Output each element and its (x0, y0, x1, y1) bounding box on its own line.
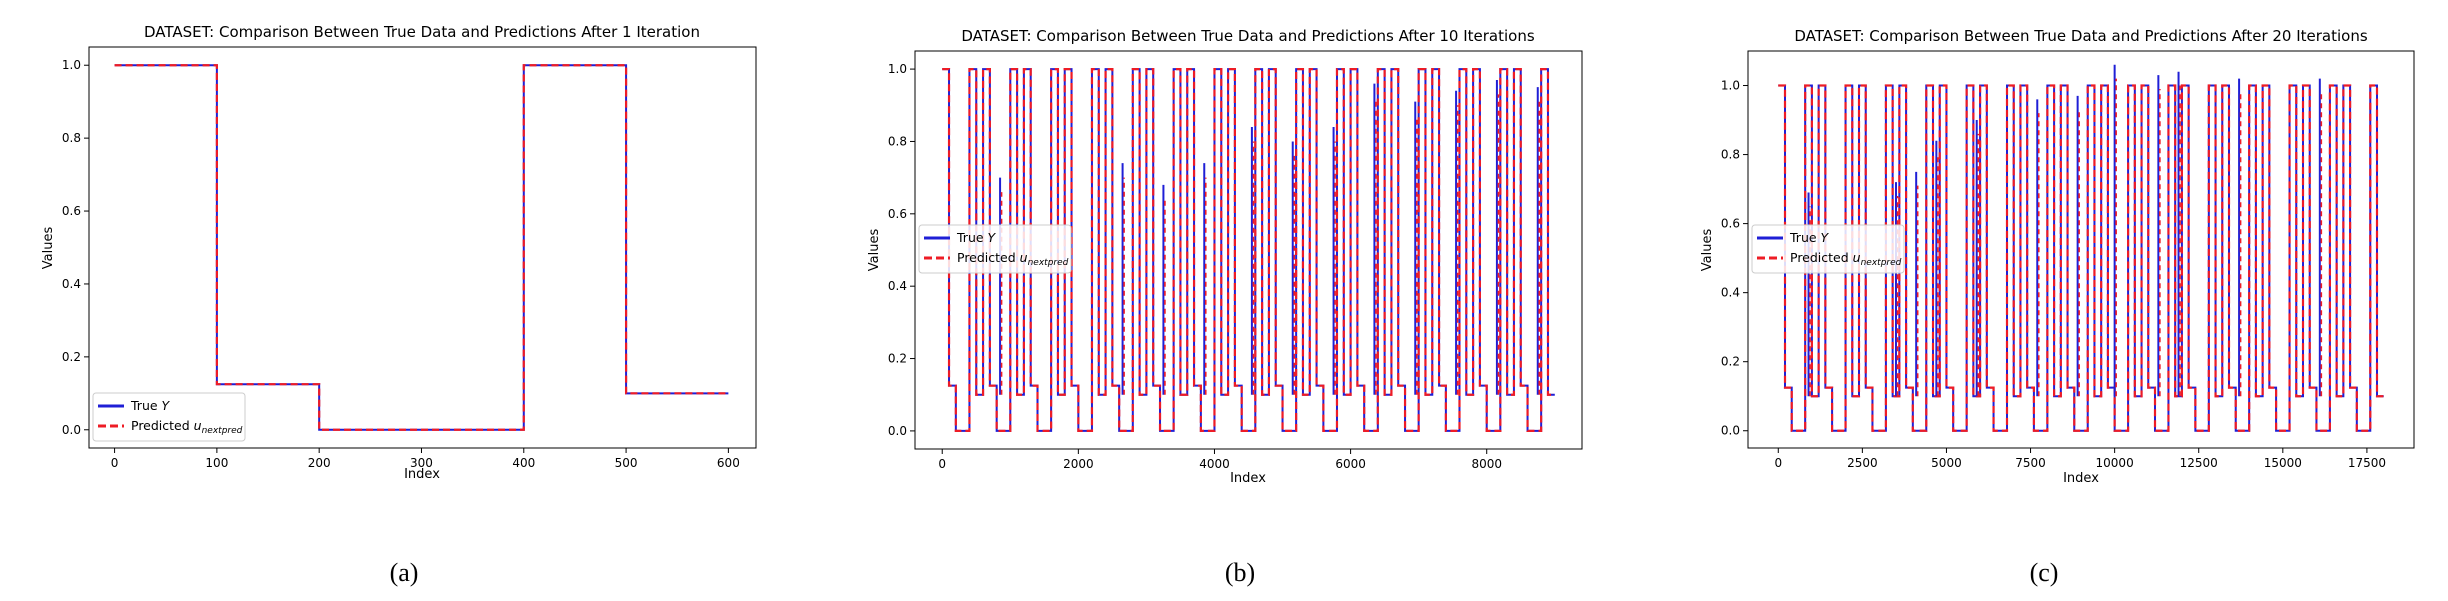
legend-box (918, 224, 1072, 274)
y-tick-label: 0.6 (1721, 217, 1740, 231)
legend-box (1751, 224, 1905, 274)
plot-frame (1747, 50, 2415, 449)
x-tick-label: 4000 (1199, 457, 1230, 471)
y-tick-label: 1.0 (1721, 79, 1740, 93)
legend: True Y Predicted unextpred (92, 392, 246, 442)
y-tick-label: 0.0 (888, 424, 907, 438)
legend-true-label: True Y (1789, 230, 1830, 245)
tick-layer: 0 2500 5000 7500 10000 12500 15000 17500 0.0 0.2 0… (1721, 79, 2386, 470)
caption-a: (a) (390, 558, 419, 587)
x-tick-label: 0 (1774, 456, 1782, 470)
y-tick-label: 0.2 (1721, 355, 1740, 369)
y-tick-label: 0.2 (62, 350, 81, 364)
tick-layer: 0 100 200 300 400 500 600 0.0 0.2 0.4 0.6 0.8 1.0 (62, 58, 740, 470)
y-tick-label: 0.4 (62, 277, 81, 291)
x-tick-label: 12500 (2180, 456, 2218, 470)
y-tick-label: 0.2 (888, 352, 907, 366)
x-tick-label: 8000 (1471, 457, 1502, 471)
x-tick-label: 600 (717, 456, 740, 470)
x-tick-label: 10000 (2096, 456, 2134, 470)
x-tick-label: 0 (938, 457, 946, 471)
y-tick-label: 0.4 (888, 279, 907, 293)
chart-title: DATASET: Comparison Between True Data an… (1794, 27, 2368, 45)
y-tick-label: 0.6 (62, 204, 81, 218)
x-tick-label: 200 (308, 456, 331, 470)
y-tick-label: 0.8 (888, 134, 907, 148)
y-tick-label: 0.6 (888, 207, 907, 221)
x-tick-label: 2000 (1063, 457, 1094, 471)
x-axis-label: Index (1230, 471, 1266, 486)
x-axis-label: Index (2063, 471, 2099, 486)
y-tick-label: 0.0 (1721, 424, 1740, 438)
y-tick-label: 0.8 (62, 131, 81, 145)
y-axis-label: Values (41, 227, 56, 270)
y-axis-label: Values (1700, 229, 1715, 272)
chart-panel-a: DATASET: Comparison Between True Data an… (41, 23, 757, 587)
series-layer (114, 64, 729, 431)
x-axis-label: Index (404, 467, 440, 482)
y-tick-label: 1.0 (888, 62, 907, 76)
legend: True Y Predicted unextpred (1751, 224, 1905, 274)
y-tick-label: 1.0 (62, 58, 81, 72)
plot-frame (914, 50, 1583, 450)
chart-title: DATASET: Comparison Between True Data an… (144, 23, 700, 41)
chart-title: DATASET: Comparison Between True Data an… (961, 27, 1535, 45)
legend-box (92, 392, 246, 442)
y-tick-label: 0.0 (62, 423, 81, 437)
predicted-series-line (114, 64, 729, 431)
x-tick-label: 500 (615, 456, 638, 470)
plot-frame (88, 46, 757, 449)
x-tick-label: 5000 (1931, 456, 1962, 470)
legend-true-label: True Y (130, 398, 171, 413)
x-tick-label: 0 (111, 456, 119, 470)
chart-panel-c: DATASET: Comparison Between True Data an… (1700, 27, 2415, 587)
x-tick-label: 2500 (1847, 456, 1878, 470)
legend-true-label: True Y (956, 230, 997, 245)
caption-b: (b) (1225, 558, 1255, 587)
x-tick-label: 7500 (2015, 456, 2046, 470)
x-tick-label: 400 (512, 456, 535, 470)
tick-layer: 0 2000 4000 6000 8000 0.0 0.2 0.4 0.6 0.8 1.0 (888, 62, 1502, 471)
caption-c: (c) (2030, 558, 2059, 587)
chart-panel-b: DATASET: Comparison Between True Data an… (867, 27, 1583, 587)
x-tick-label: 17500 (2348, 456, 2386, 470)
legend: True Y Predicted unextpred (918, 224, 1072, 274)
x-tick-label: 15000 (2264, 456, 2302, 470)
y-tick-label: 0.8 (1721, 148, 1740, 162)
y-tick-label: 0.4 (1721, 286, 1740, 300)
true-series-line (114, 64, 729, 431)
predicted-series-line (1778, 84, 2384, 432)
x-tick-label: 100 (205, 456, 228, 470)
predicted-series-line (942, 67, 1555, 433)
series-layer (942, 67, 1555, 433)
x-tick-label: 300 (410, 456, 433, 470)
y-axis-label: Values (867, 229, 882, 272)
x-tick-label: 6000 (1335, 457, 1366, 471)
